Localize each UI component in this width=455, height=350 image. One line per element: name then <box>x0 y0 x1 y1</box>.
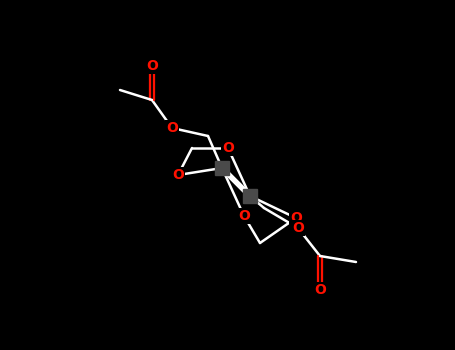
Text: O: O <box>166 121 178 135</box>
Text: O: O <box>146 59 158 73</box>
Text: O: O <box>314 283 326 297</box>
Text: O: O <box>290 211 302 225</box>
Text: O: O <box>222 141 234 155</box>
Text: O: O <box>172 168 184 182</box>
Text: O: O <box>292 221 304 235</box>
Text: O: O <box>238 209 250 223</box>
